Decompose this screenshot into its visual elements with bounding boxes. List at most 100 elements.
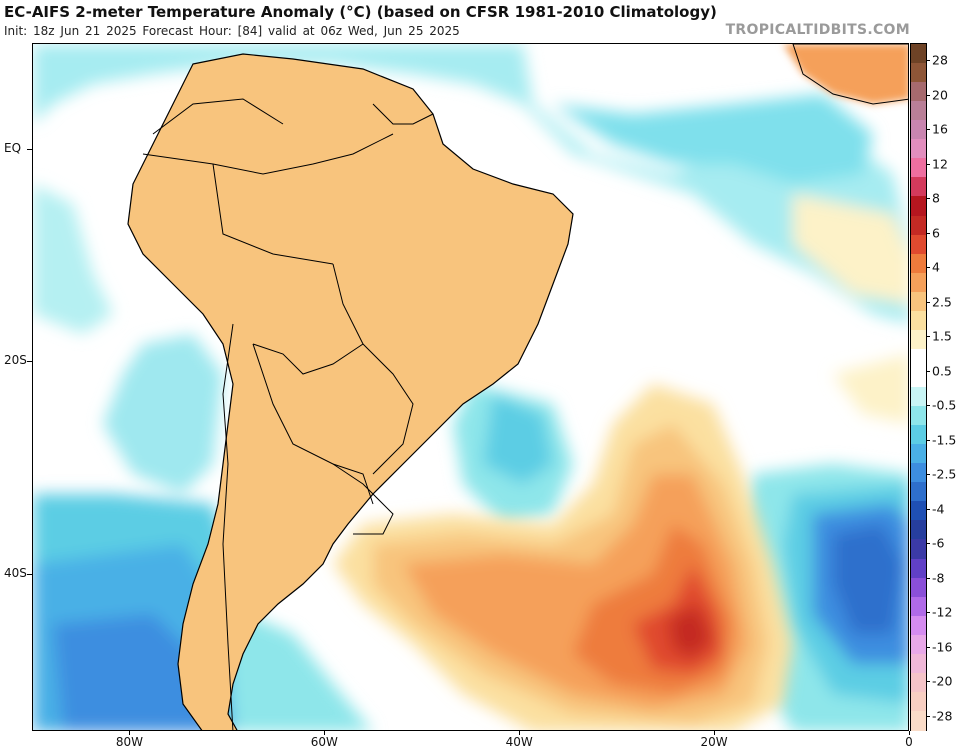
colorbar-swatch [911, 634, 926, 655]
colorbar-label: 2.5 [932, 294, 952, 310]
colorbar-label: 28 [932, 52, 948, 68]
colorbar-label: 12 [932, 156, 948, 172]
colorbar-swatch [911, 558, 926, 579]
lon-label: 0 [905, 735, 913, 749]
lon-tick [714, 731, 716, 735]
colorbar-swatch [911, 196, 926, 217]
colorbar-swatch [911, 691, 926, 712]
africa-coast [783, 44, 908, 105]
country-borders [127, 53, 574, 730]
south-atlantic-warm-anomaly [333, 384, 793, 730]
colorbar-swatch [911, 425, 926, 445]
colorbar-tick [927, 646, 930, 648]
anomaly-map [32, 43, 909, 731]
colorbar-swatch [911, 82, 926, 102]
colorbar-tick [927, 60, 930, 61]
colorbar-label: 1.5 [932, 328, 952, 344]
colorbar-swatch [911, 444, 926, 464]
lon-tick [519, 731, 521, 735]
colorbar-tick [927, 439, 930, 441]
colorbar-label: -28 [932, 708, 953, 724]
colorbar-swatch [911, 387, 926, 407]
colorbar-swatch [911, 596, 926, 617]
colorbar-tick [927, 543, 930, 545]
colorbar-tick [927, 405, 930, 407]
colorbar-tick [927, 336, 930, 338]
colorbar-label: -0.5 [932, 397, 957, 413]
colorbar-swatch [911, 101, 926, 121]
lat-label: 20S [4, 353, 27, 367]
colorbar-swatch [911, 139, 926, 159]
colorbar-swatch [911, 520, 926, 541]
colorbar-swatch [911, 44, 926, 64]
colorbar-swatch [911, 310, 926, 331]
lon-tick [909, 731, 910, 735]
colorbar-tick [927, 577, 930, 579]
colorbar-tick [927, 267, 930, 269]
chart-title: EC-AIFS 2-meter Temperature Anomaly (°C)… [4, 3, 717, 21]
colorbar-label: -16 [932, 639, 953, 655]
colorbar-tick [927, 474, 930, 476]
colorbar-swatch [911, 710, 926, 731]
colorbar-label: -1.5 [932, 432, 957, 448]
colorbar-swatch [911, 501, 926, 521]
colorbar-swatch [911, 463, 926, 483]
colorbar-swatch [911, 272, 926, 293]
colorbar-label: -12 [932, 604, 953, 620]
colorbar-swatch [911, 577, 926, 598]
colorbar-swatch [911, 367, 926, 388]
lon-tick [324, 731, 326, 735]
colorbar-tick [927, 508, 930, 510]
colorbar-swatch [911, 253, 926, 274]
lat-tick [27, 574, 32, 575]
brand-watermark: TROPICALTIDBITS.COM [725, 22, 910, 38]
colorbar-swatch [911, 234, 926, 255]
colorbar-label: -6 [932, 535, 945, 551]
colorbar-swatch [911, 63, 926, 83]
lat-tick [27, 149, 32, 150]
lon-label: 20W [700, 735, 728, 749]
colorbar-label: -2.5 [932, 466, 957, 482]
colorbar-tick [927, 94, 930, 96]
colorbar-tick [927, 129, 930, 131]
colorbar-tick [927, 370, 930, 372]
colorbar-swatch [911, 215, 926, 236]
lat-tick [27, 361, 32, 362]
colorbar-swatch [911, 539, 926, 560]
colorbar-tick [927, 198, 930, 200]
colorbar-label: -20 [932, 673, 953, 689]
lat-label: 40S [4, 566, 27, 580]
lon-label: 40W [505, 735, 533, 749]
colorbar-swatch [911, 653, 926, 674]
colorbar-tick [927, 681, 930, 683]
colorbar-label: 6 [932, 225, 940, 241]
colorbar-swatch [911, 482, 926, 502]
colorbar-swatch [911, 615, 926, 636]
colorbar-label: 4 [932, 259, 940, 275]
colorbar-swatch [911, 329, 926, 350]
colorbar-tick [927, 163, 930, 165]
colorbar-swatch [911, 120, 926, 140]
colorbar-swatch [911, 158, 926, 178]
forecast-info: Init: 18z Jun 21 2025 Forecast Hour: [84… [4, 24, 460, 38]
colorbar-tick [927, 232, 930, 234]
colorbar-tick [927, 612, 930, 614]
colorbar-label: 0.5 [932, 363, 952, 379]
lon-label: 80W [115, 735, 144, 749]
colorbar-tick [927, 301, 930, 303]
colorbar-label: -4 [932, 501, 945, 517]
colorbar-label: 16 [932, 121, 948, 137]
colorbar-label: 8 [932, 190, 940, 206]
colorbar-tick [927, 716, 930, 717]
colorbar-label: -8 [932, 570, 945, 586]
lon-label: 60W [310, 735, 338, 749]
lat-label: EQ [4, 141, 22, 155]
colorbar-swatch [911, 672, 926, 693]
colorbar-swatch [911, 406, 926, 426]
colorbar-label: 20 [932, 87, 948, 103]
colorbar-swatch [911, 291, 926, 312]
colorbar-swatch [911, 177, 926, 198]
lon-tick [129, 731, 131, 735]
colorbar-swatch [911, 348, 926, 369]
colorbar [910, 43, 927, 731]
